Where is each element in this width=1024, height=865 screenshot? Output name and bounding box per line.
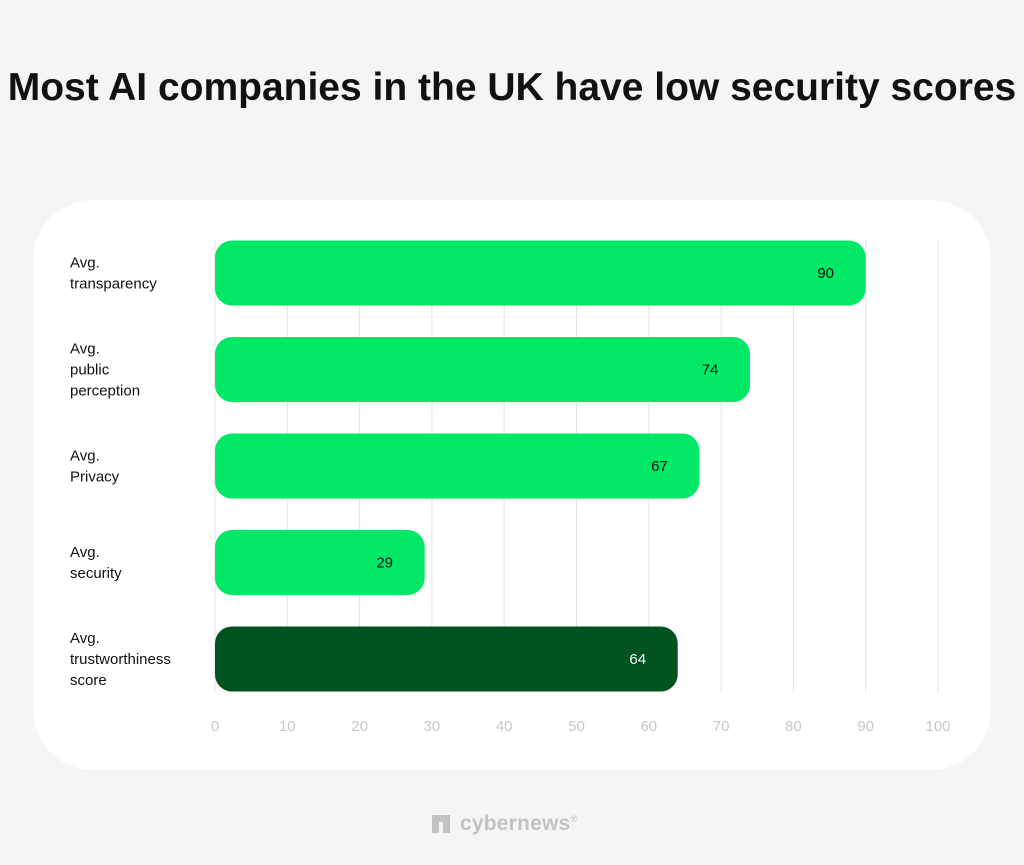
- bar-value-label: 74: [702, 362, 719, 379]
- category-label-line: trustworthiness: [70, 651, 171, 668]
- cybernews-logo-text: cybernews®: [460, 812, 577, 836]
- x-tick-label: 30: [424, 718, 441, 735]
- x-tick-label: 80: [785, 718, 802, 735]
- cybernews-logo-icon: [432, 815, 450, 833]
- category-label-line: transparency: [70, 276, 157, 293]
- bar: [215, 433, 700, 499]
- category-label-line: Avg.: [70, 630, 100, 647]
- category-label-line: score: [70, 672, 107, 689]
- x-tick-label: 0: [211, 718, 219, 735]
- category-label: Avg. trustworthiness score: [70, 630, 171, 689]
- category-label-line: Avg.: [70, 341, 100, 358]
- x-tick-label: 60: [640, 718, 657, 735]
- x-tick-label: 20: [351, 718, 368, 735]
- category-label-line: Privacy: [70, 469, 120, 486]
- bar: [215, 337, 751, 402]
- category-label: Avg. Privacy: [70, 448, 120, 486]
- bar: [215, 626, 678, 692]
- category-label-line: perception: [70, 383, 140, 400]
- chart-title: Most AI companies in the UK have low sec…: [7, 66, 1017, 109]
- category-label: Avg. public perception: [70, 341, 140, 400]
- category-label-line: Avg.: [70, 448, 100, 465]
- bar-value-label: 29: [376, 555, 393, 572]
- category-label-line: public: [70, 362, 110, 379]
- x-tick-label: 100: [925, 718, 950, 735]
- category-label: Avg. security: [70, 544, 122, 582]
- bar-value-label: 90: [817, 265, 834, 282]
- bar-value-label: 67: [651, 458, 668, 475]
- cybernews-logo: cybernews®: [430, 810, 577, 838]
- bar: [215, 530, 425, 595]
- brand-name: cybernews: [460, 812, 571, 835]
- category-label-line: Avg.: [70, 255, 100, 272]
- x-tick-label: 70: [713, 718, 730, 735]
- bar-value-label: 64: [629, 651, 646, 668]
- bar: [215, 240, 866, 306]
- x-tick-label: 40: [496, 718, 513, 735]
- x-tick-label: 10: [279, 718, 296, 735]
- x-tick-label: 50: [568, 718, 585, 735]
- x-tick-label: 90: [857, 718, 874, 735]
- category-label-line: Avg.: [70, 544, 100, 561]
- category-label-line: security: [70, 565, 122, 582]
- category-label: Avg. transparency: [70, 255, 157, 293]
- brand-registered-mark: ®: [570, 814, 578, 824]
